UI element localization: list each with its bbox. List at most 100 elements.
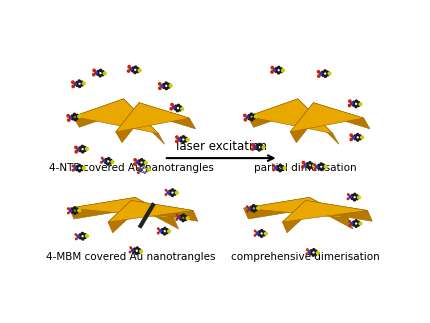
Circle shape	[356, 139, 359, 141]
Circle shape	[169, 193, 171, 195]
Circle shape	[310, 253, 312, 255]
Circle shape	[318, 75, 320, 77]
Circle shape	[144, 162, 147, 164]
Circle shape	[246, 206, 248, 207]
Circle shape	[255, 115, 257, 118]
Circle shape	[273, 169, 274, 171]
Polygon shape	[73, 99, 158, 133]
Circle shape	[254, 234, 256, 236]
Circle shape	[262, 146, 265, 149]
Circle shape	[135, 253, 138, 255]
Circle shape	[165, 82, 167, 84]
Polygon shape	[116, 103, 145, 143]
Circle shape	[320, 163, 322, 165]
Circle shape	[138, 69, 141, 72]
Circle shape	[146, 170, 148, 172]
Circle shape	[253, 210, 255, 212]
Circle shape	[138, 172, 139, 173]
Circle shape	[358, 224, 359, 226]
Circle shape	[258, 231, 260, 233]
Circle shape	[82, 238, 84, 240]
Circle shape	[322, 164, 325, 166]
Circle shape	[159, 230, 162, 232]
Circle shape	[144, 172, 146, 174]
Circle shape	[184, 140, 187, 142]
Circle shape	[78, 209, 80, 212]
Circle shape	[74, 113, 76, 115]
Circle shape	[163, 86, 165, 89]
Circle shape	[97, 73, 99, 75]
Circle shape	[180, 218, 182, 220]
Circle shape	[83, 82, 85, 85]
Circle shape	[249, 208, 251, 210]
Circle shape	[247, 210, 248, 212]
Circle shape	[165, 194, 167, 195]
Circle shape	[271, 67, 273, 69]
Circle shape	[280, 71, 282, 73]
Circle shape	[137, 168, 138, 169]
Circle shape	[282, 168, 284, 171]
Circle shape	[302, 166, 304, 168]
Circle shape	[359, 135, 361, 137]
Circle shape	[273, 69, 276, 71]
Polygon shape	[283, 201, 368, 222]
Circle shape	[169, 84, 172, 87]
Circle shape	[76, 208, 78, 210]
Circle shape	[132, 70, 134, 72]
Circle shape	[258, 149, 260, 151]
Circle shape	[316, 166, 318, 168]
Circle shape	[263, 234, 265, 236]
Circle shape	[252, 144, 254, 146]
Circle shape	[175, 105, 177, 107]
Circle shape	[130, 247, 132, 248]
Circle shape	[84, 236, 86, 238]
Circle shape	[174, 108, 176, 110]
Circle shape	[324, 75, 326, 78]
Circle shape	[138, 249, 141, 251]
Circle shape	[315, 250, 317, 252]
Circle shape	[81, 169, 83, 171]
Circle shape	[355, 225, 357, 227]
Circle shape	[248, 115, 250, 117]
Circle shape	[129, 251, 131, 253]
Circle shape	[322, 71, 324, 73]
Circle shape	[312, 254, 314, 256]
Circle shape	[79, 237, 81, 239]
Circle shape	[349, 100, 351, 102]
Circle shape	[244, 119, 246, 121]
Circle shape	[316, 252, 319, 254]
Circle shape	[75, 151, 77, 153]
Circle shape	[353, 221, 355, 223]
Circle shape	[323, 167, 325, 169]
Circle shape	[138, 163, 140, 165]
Circle shape	[159, 83, 161, 85]
Circle shape	[355, 220, 357, 222]
Circle shape	[144, 166, 145, 168]
Circle shape	[185, 137, 187, 139]
Circle shape	[307, 249, 308, 250]
Circle shape	[258, 234, 260, 236]
Circle shape	[74, 167, 76, 169]
Circle shape	[108, 158, 110, 160]
Circle shape	[76, 84, 78, 86]
Circle shape	[170, 108, 172, 110]
Circle shape	[79, 147, 81, 149]
Circle shape	[141, 171, 143, 172]
Circle shape	[273, 165, 274, 166]
Circle shape	[348, 104, 350, 107]
Circle shape	[304, 164, 307, 166]
Circle shape	[174, 193, 176, 195]
Circle shape	[261, 148, 263, 150]
Circle shape	[253, 114, 255, 116]
Circle shape	[178, 104, 180, 106]
Circle shape	[306, 165, 308, 168]
Circle shape	[182, 136, 184, 138]
Circle shape	[165, 190, 167, 191]
Circle shape	[81, 233, 83, 234]
Circle shape	[135, 66, 137, 68]
Circle shape	[358, 221, 359, 223]
Circle shape	[111, 161, 114, 163]
Circle shape	[349, 225, 350, 226]
Circle shape	[166, 229, 168, 231]
Circle shape	[134, 159, 136, 161]
